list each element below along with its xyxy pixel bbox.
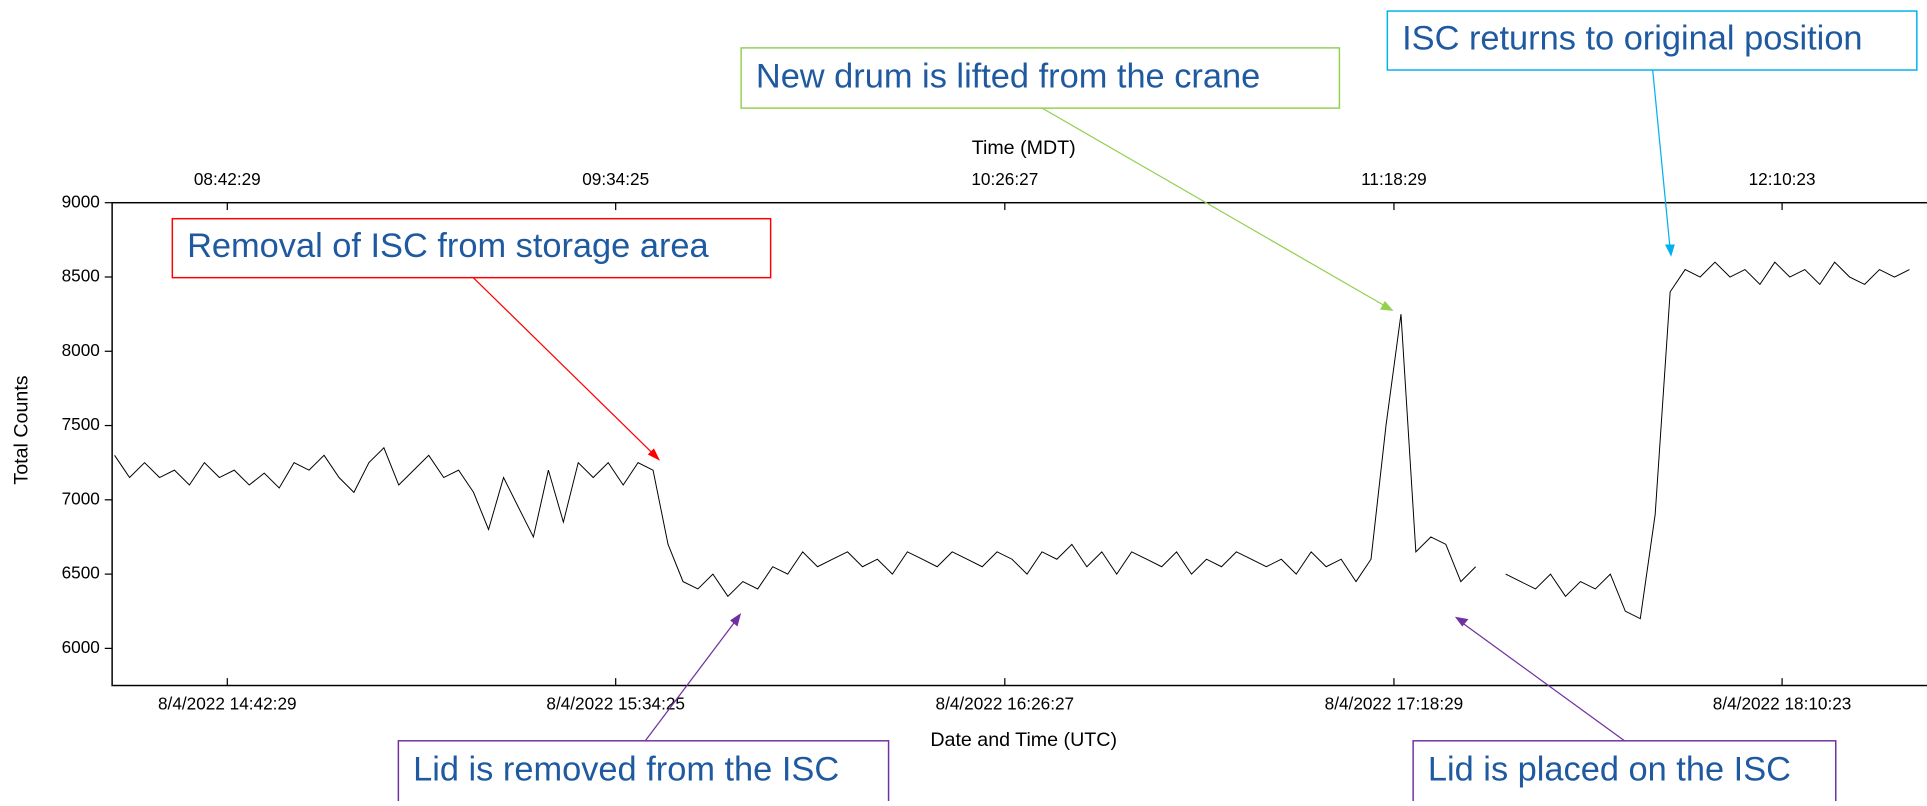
annotation-box <box>740 47 1341 109</box>
x-tick-label: 8/4/2022 15:34:25 <box>546 694 685 714</box>
annotation-arrow <box>1041 107 1386 307</box>
x-tick-label: 8/4/2022 17:18:29 <box>1325 694 1464 714</box>
arrow-head <box>1454 616 1469 627</box>
annotation-arrow <box>1652 69 1671 247</box>
annotation: Lid is removed from the ISC <box>413 751 839 789</box>
y-tick-label: 8000 <box>62 340 100 360</box>
x-tick-label: 8/4/2022 14:42:29 <box>158 694 297 714</box>
x-tick-label: 8/4/2022 18:10:23 <box>1713 694 1852 714</box>
x-tick-label: 8/4/2022 16:26:27 <box>936 694 1075 714</box>
annotation-box <box>1386 10 1918 71</box>
y-tick-label: 7000 <box>62 488 100 508</box>
y-tick-label: 7500 <box>62 414 100 434</box>
x-axis-title: Date and Time (UTC) <box>930 729 1117 751</box>
annotation: New drum is lifted from the crane <box>756 58 1260 96</box>
annotation-arrow <box>644 621 736 742</box>
annotation-arrow <box>1461 622 1625 742</box>
x2-tick-label: 10:26:27 <box>971 169 1038 189</box>
arrow-head <box>1664 244 1675 257</box>
plot-frame <box>111 201 1927 687</box>
x2-tick-label: 08:42:29 <box>194 169 261 189</box>
x2-tick-label: 09:34:25 <box>582 169 649 189</box>
annotation: ISC returns to original position <box>1402 20 1862 58</box>
y-tick-label: 6000 <box>62 637 100 657</box>
annotation-box <box>171 217 772 279</box>
annotations: Removal of ISC from storage area New dru… <box>171 10 1918 806</box>
y-tick-label: 6500 <box>62 563 100 583</box>
y-axis-title: Total Counts <box>11 375 33 484</box>
annotation-box <box>397 740 890 806</box>
arrow-head <box>647 448 661 461</box>
annotation-arrow <box>472 277 655 455</box>
annotation: Lid is placed on the ISC <box>1428 751 1791 789</box>
x2-tick-label: 11:18:29 <box>1361 169 1427 189</box>
annotation-box <box>1412 740 1837 806</box>
y-tick-label: 9000 <box>62 191 100 211</box>
y-tick-label: 8500 <box>62 266 100 286</box>
data-line <box>114 261 1910 620</box>
arrow-head <box>1379 300 1394 311</box>
x2-axis-title: Time (MDT) <box>972 137 1076 159</box>
annotation: Removal of ISC from storage area <box>187 227 709 265</box>
x2-tick-label: 12:10:23 <box>1749 169 1816 189</box>
